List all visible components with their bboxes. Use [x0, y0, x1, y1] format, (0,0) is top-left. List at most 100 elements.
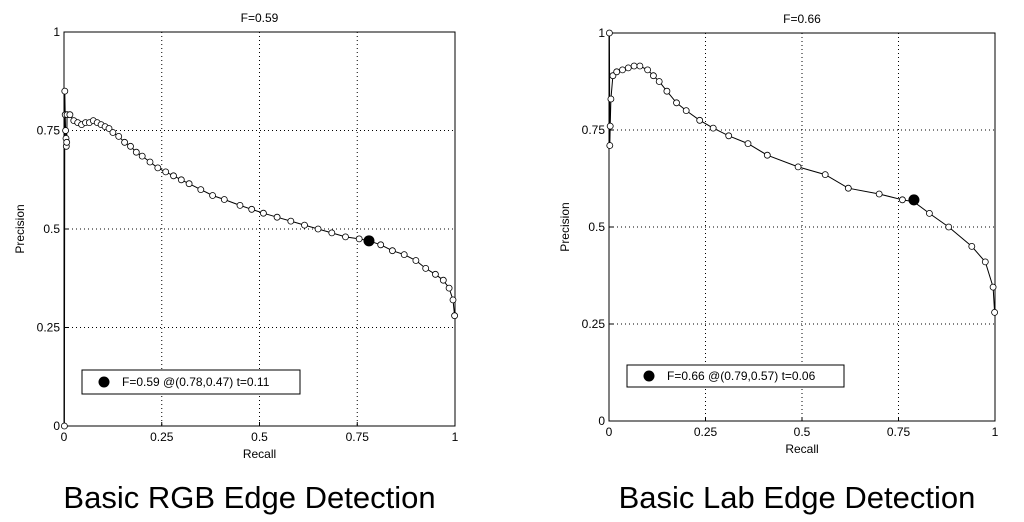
data-point — [154, 164, 162, 172]
legend: F=0.66 @(0.79,0.57) t=0.06 — [626, 364, 845, 388]
y-tick-label: 1 — [53, 25, 60, 39]
data-point — [185, 180, 193, 188]
data-point — [673, 99, 680, 107]
rgb-pr-chart: 0 0.25 0.5 0.75 1 0 0.25 0.5 0.75 1 F=0.59 Recall… — [13, 11, 459, 515]
data-point — [606, 122, 614, 130]
series-points — [61, 87, 459, 430]
y-tick-label: 0.75 — [37, 124, 61, 138]
x-tick-label: 0.25 — [694, 425, 718, 439]
data-point — [236, 201, 244, 209]
data-point — [709, 124, 717, 132]
data-point — [138, 152, 146, 160]
legend-box — [626, 364, 845, 388]
data-point — [170, 172, 177, 180]
data-point — [644, 66, 651, 74]
data-point — [449, 296, 457, 304]
data-point — [248, 205, 256, 213]
data-point — [821, 171, 829, 179]
x-axis-label: Recall — [785, 442, 818, 456]
data-point — [422, 264, 430, 272]
data-point — [636, 62, 644, 70]
x-tick-label: 1 — [452, 430, 459, 444]
data-point — [744, 140, 752, 148]
data-point — [682, 107, 690, 114]
series-points — [606, 29, 998, 316]
data-point — [968, 242, 976, 250]
legend-entry: F=0.59 @(0.78,0.47) t=0.11 — [122, 375, 270, 389]
lab-pr-chart: 0 0.25 0.5 0.75 1 0 0.25 0.5 0.75 1 F=0.66 Recall… — [558, 12, 999, 515]
legend-entry: F=0.66 @(0.79,0.57) t=0.06 — [667, 369, 816, 383]
data-point — [725, 132, 733, 140]
data-point — [439, 276, 447, 284]
x-tick-label: 1 — [992, 425, 999, 439]
data-point — [105, 125, 113, 132]
legend: F=0.59 @(0.78,0.47) t=0.11 — [81, 369, 301, 395]
data-point — [926, 209, 933, 217]
x-axis-label: Recall — [243, 447, 276, 461]
x-tick-label: 0.75 — [346, 430, 370, 444]
data-point — [696, 116, 704, 124]
data-point — [162, 168, 170, 176]
x-tick-label: 0.75 — [887, 425, 911, 439]
y-axis-label: Precision — [558, 202, 572, 251]
legend-box — [81, 369, 301, 395]
data-point — [763, 151, 771, 159]
data-point — [66, 111, 74, 119]
legend-marker — [98, 376, 110, 388]
data-point — [606, 29, 613, 37]
data-point — [61, 422, 68, 430]
data-point — [132, 148, 140, 156]
data-point — [630, 62, 638, 70]
data-point — [287, 217, 295, 225]
best-f-point — [363, 235, 375, 247]
y-tick-label: 0.25 — [37, 321, 61, 335]
legend-marker — [643, 370, 655, 382]
data-point — [314, 225, 322, 233]
data-point — [109, 129, 117, 136]
data-point — [220, 196, 228, 203]
axis-ticks: 0 0.25 0.5 0.75 1 0 0.25 0.5 0.75 1 — [582, 26, 999, 439]
data-point — [650, 72, 657, 80]
x-tick-label: 0 — [61, 430, 68, 444]
data-point — [342, 233, 349, 241]
chart-title: F=0.59 — [241, 11, 279, 25]
data-point — [115, 132, 123, 140]
x-tick-label: 0.5 — [251, 430, 268, 444]
data-point — [209, 192, 217, 199]
data-point — [794, 163, 802, 171]
y-tick-label: 0.75 — [582, 123, 606, 137]
data-point — [991, 308, 998, 316]
x-tick-label: 0.25 — [150, 430, 174, 444]
data-point — [197, 186, 205, 194]
data-point — [663, 87, 671, 95]
data-point — [301, 221, 308, 229]
gridlines — [64, 32, 455, 426]
best-f-point — [908, 194, 920, 206]
data-point — [981, 258, 989, 266]
data-point — [875, 190, 883, 198]
data-point — [412, 257, 420, 264]
data-point — [899, 196, 906, 204]
data-point — [945, 223, 953, 231]
data-point — [121, 138, 128, 146]
data-point — [61, 87, 69, 95]
x-tick-label: 0.5 — [794, 425, 811, 439]
data-point — [844, 184, 852, 192]
data-point — [624, 64, 632, 72]
data-point — [431, 270, 439, 278]
y-tick-label: 0.5 — [43, 222, 60, 236]
data-point — [177, 176, 185, 184]
y-tick-label: 1 — [598, 26, 605, 40]
data-point — [62, 127, 69, 134]
chart-title: F=0.66 — [783, 12, 821, 26]
data-point — [355, 235, 363, 243]
y-tick-label: 0.5 — [588, 220, 605, 234]
data-point — [989, 283, 997, 291]
data-point — [655, 78, 663, 85]
y-tick-label: 0 — [53, 419, 60, 433]
figure-caption: Basic RGB Edge Detection — [63, 480, 435, 515]
data-point — [388, 247, 396, 255]
axis-ticks: 0 0.25 0.5 0.75 1 0 0.25 0.5 0.75 1 — [37, 25, 459, 444]
data-point — [127, 142, 134, 150]
